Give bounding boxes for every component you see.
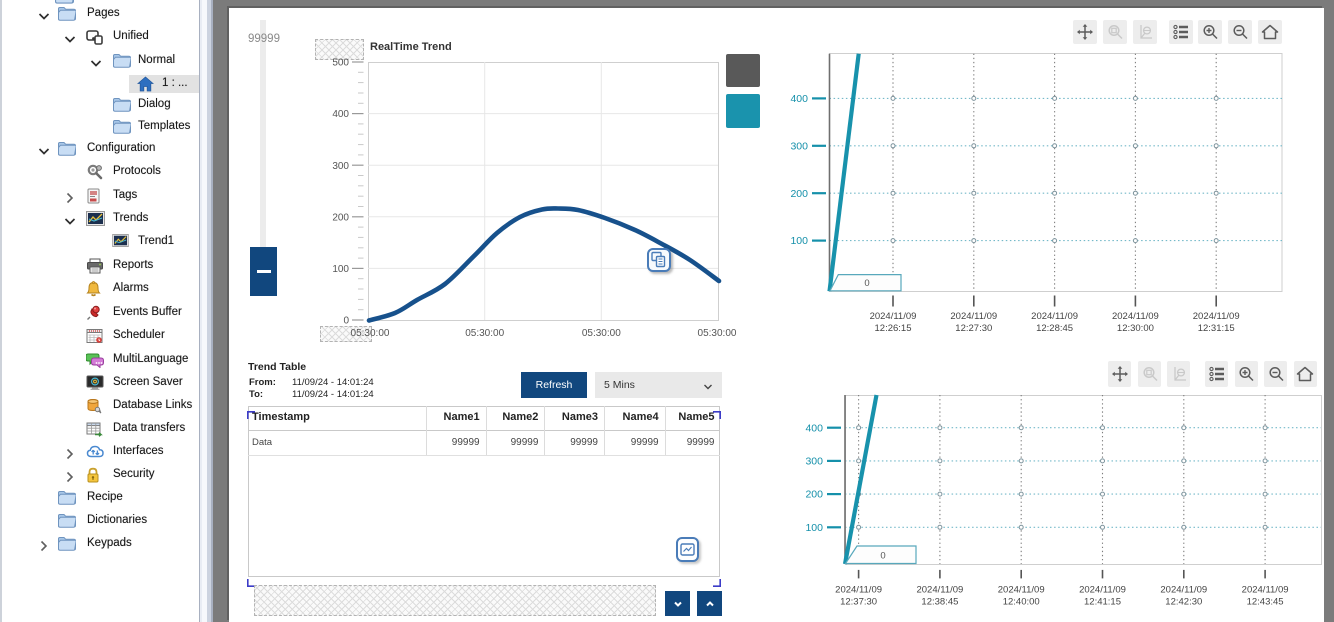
svg-text:200: 200 (332, 212, 349, 223)
svg-text:2024/11/09: 2024/11/09 (1112, 311, 1159, 322)
svg-text:12:43:45: 12:43:45 (1247, 597, 1284, 608)
svg-text:2024/11/09: 2024/11/09 (998, 585, 1045, 596)
svg-text:2024/11/09: 2024/11/09 (916, 585, 963, 596)
svg-text:100: 100 (332, 264, 349, 275)
svg-text:0: 0 (343, 316, 349, 327)
svg-text:12:40:00: 12:40:00 (1003, 597, 1040, 608)
svg-text:05:30:00: 05:30:00 (465, 328, 504, 339)
svg-text:12:41:15: 12:41:15 (1084, 597, 1121, 608)
svg-text:2024/11/09: 2024/11/09 (1079, 585, 1126, 596)
svg-text:200: 200 (805, 489, 823, 501)
svg-text:12:26:15: 12:26:15 (875, 323, 912, 334)
svg-text:12:27:30: 12:27:30 (955, 323, 992, 334)
svg-text:2024/11/09: 2024/11/09 (870, 311, 917, 322)
svg-text:05:30:00: 05:30:00 (698, 328, 737, 339)
svg-text:200: 200 (790, 188, 808, 200)
svg-text:12:37:30: 12:37:30 (840, 597, 877, 608)
svg-text:12:38:45: 12:38:45 (921, 597, 958, 608)
svg-text:300: 300 (790, 140, 808, 152)
svg-text:RealTime Trend: RealTime Trend (370, 41, 452, 53)
svg-text:2024/11/09: 2024/11/09 (950, 311, 997, 322)
svg-text:400: 400 (805, 422, 823, 434)
svg-text:05:30:00: 05:30:00 (582, 328, 621, 339)
svg-text:2024/11/09: 2024/11/09 (1193, 311, 1240, 322)
svg-text:12:30:00: 12:30:00 (1117, 323, 1154, 334)
svg-text:12:31:15: 12:31:15 (1198, 323, 1235, 334)
svg-text:0: 0 (880, 551, 885, 562)
svg-text:12:28:45: 12:28:45 (1036, 323, 1073, 334)
svg-text:300: 300 (332, 161, 349, 172)
svg-text:2024/11/09: 2024/11/09 (1160, 585, 1207, 596)
svg-text:12:42:30: 12:42:30 (1165, 597, 1202, 608)
svg-text:100: 100 (805, 522, 823, 534)
svg-text:500: 500 (332, 58, 349, 69)
svg-text:400: 400 (790, 93, 808, 105)
svg-text:400: 400 (332, 109, 349, 120)
svg-text:2024/11/09: 2024/11/09 (1242, 585, 1289, 596)
svg-text:2024/11/09: 2024/11/09 (835, 585, 882, 596)
svg-text:05:30:00: 05:30:00 (351, 328, 390, 339)
svg-text:2024/11/09: 2024/11/09 (1031, 311, 1078, 322)
svg-text:100: 100 (790, 235, 808, 247)
svg-text:300: 300 (805, 456, 823, 468)
svg-text:0: 0 (864, 278, 869, 289)
